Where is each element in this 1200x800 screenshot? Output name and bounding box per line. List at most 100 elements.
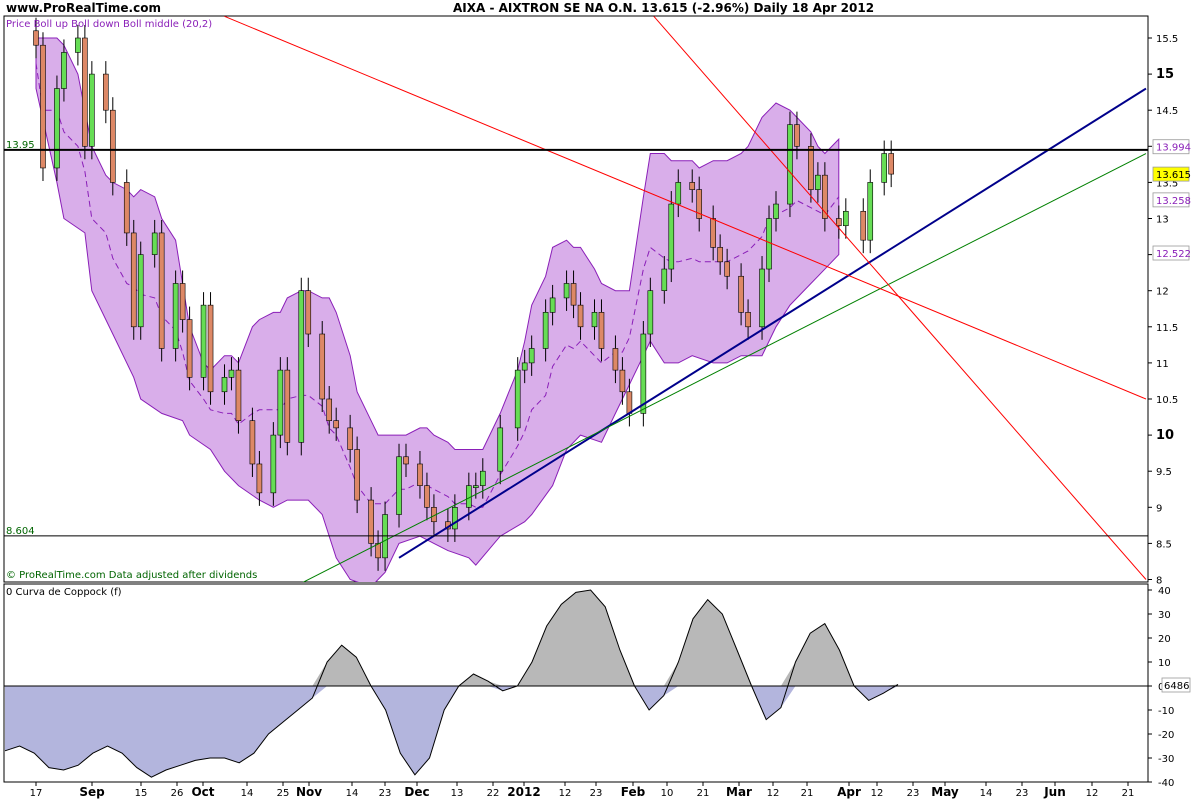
price-legend: Price Boll up Boll down Boll middle (20,… <box>6 19 212 30</box>
candle-down <box>888 153 894 175</box>
coppock-value-label: 6486 <box>1164 681 1189 692</box>
x-tick-label: Feb <box>621 785 646 799</box>
candle-up <box>843 210 849 227</box>
x-tick-label: 12 <box>559 788 572 799</box>
coppock-y-tick-label: -40 <box>1158 778 1174 789</box>
price-badge-label: 13.994 <box>1156 143 1191 154</box>
x-tick-label: 23 <box>1016 788 1029 799</box>
candle-down <box>186 319 193 378</box>
candle-down <box>284 369 291 443</box>
candle-up <box>466 485 472 508</box>
price-y-tick-label: 15.5 <box>1156 34 1178 45</box>
candle-down <box>375 543 381 559</box>
x-tick-label: 14 <box>241 788 254 799</box>
x-tick-label: 12 <box>767 788 780 799</box>
candle-up <box>61 52 67 89</box>
x-tick-label: 21 <box>801 788 814 799</box>
coppock-y-tick-label: 10 <box>1158 658 1171 669</box>
price-y-tick-label: 13.5 <box>1156 178 1178 189</box>
price-badge <box>1152 192 1190 208</box>
candle-down <box>570 283 577 306</box>
candle-up <box>591 312 598 328</box>
candle-down <box>403 456 409 465</box>
x-tick-label: 12 <box>871 788 884 799</box>
price-badges: 13.994 13.615 13.258 12.522 6486 <box>1152 139 1191 693</box>
trend-line-red <box>224 16 1147 400</box>
price-panel <box>4 16 1148 582</box>
candle-down <box>822 174 828 219</box>
x-tick-label: 21 <box>1122 788 1135 799</box>
bollinger-middle-line <box>35 63 840 508</box>
candle-down <box>696 189 703 219</box>
x-tick-label: 23 <box>590 788 603 799</box>
candle-down <box>130 232 137 328</box>
price-y-tick-label: 11 <box>1156 359 1169 370</box>
candle-down <box>305 290 312 335</box>
candle-down <box>249 420 256 465</box>
candle-down <box>794 124 800 147</box>
candle-up <box>773 203 779 219</box>
candlestick-series <box>33 17 894 571</box>
candle-down <box>612 348 619 371</box>
price-badge <box>1152 245 1190 261</box>
x-tick-label: 25 <box>277 788 290 799</box>
candle-up <box>479 470 486 486</box>
x-tick-label: 2012 <box>507 785 540 799</box>
price-badge-label: 13.258 <box>1156 196 1191 207</box>
price-y-tick-label: 8.5 <box>1156 539 1172 550</box>
candle-down <box>808 146 814 190</box>
candle-down <box>158 232 165 349</box>
price-y-tick-label: 12 <box>1156 287 1169 298</box>
candle-up <box>514 369 521 429</box>
candle-down <box>424 485 430 508</box>
candle-up <box>396 456 402 515</box>
candle-up <box>270 434 277 494</box>
candle-down <box>333 420 339 429</box>
candle-down <box>256 463 263 494</box>
x-tick-label: Dec <box>404 785 429 799</box>
price-y-tick-label: 8 <box>1156 576 1162 587</box>
x-tick-label: Sep <box>79 785 105 799</box>
candle-up <box>137 254 144 328</box>
coppock-y-tick-label: 30 <box>1158 610 1171 621</box>
site-label[interactable]: www.ProRealTime.com <box>6 1 161 15</box>
candle-up <box>200 304 207 378</box>
x-tick-label: 13 <box>451 788 464 799</box>
trend-line-green <box>302 153 1147 582</box>
candle-up <box>640 333 647 414</box>
candle-up <box>661 268 668 292</box>
coppock-y-axis: 40 30 20 10 0 -10 -20 -30 -40 <box>1148 586 1174 789</box>
level-label-lower: 8.604 <box>6 526 35 537</box>
x-tick-label: Apr <box>837 785 861 799</box>
candle-up <box>563 283 570 299</box>
candle-down <box>860 210 867 241</box>
candle-down <box>33 30 39 46</box>
candle-down <box>417 463 423 486</box>
candle-down <box>717 247 723 263</box>
coppock-y-tick-label: -20 <box>1158 730 1174 741</box>
candle-down <box>40 44 46 169</box>
price-y-tick-label: 13 <box>1156 215 1169 226</box>
candle-down <box>207 304 214 393</box>
candle-down <box>347 427 353 450</box>
trend-lines <box>224 16 1147 582</box>
x-tick-label: Mar <box>726 785 752 799</box>
trend-line-red <box>653 16 1147 580</box>
date-x-axis: 17 Sep 15 26 Oct 14 25 Nov 14 23 Dec 13 22 2012 12 23 Fe… <box>30 782 1135 799</box>
price-badge <box>1152 139 1190 155</box>
candle-up <box>473 485 479 488</box>
candle-down <box>179 283 186 320</box>
bollinger-bands-area <box>35 37 840 582</box>
candle-up <box>151 232 158 255</box>
x-tick-label: 10 <box>661 788 674 799</box>
x-tick-label: Nov <box>296 785 322 799</box>
x-tick-label: 22 <box>487 788 500 799</box>
candle-up <box>228 369 235 378</box>
candle-up <box>647 290 654 335</box>
x-tick-label: Jun <box>1043 785 1066 799</box>
x-tick-label: 17 <box>30 788 43 799</box>
x-tick-label: May <box>931 785 959 799</box>
candle-down <box>626 391 633 414</box>
